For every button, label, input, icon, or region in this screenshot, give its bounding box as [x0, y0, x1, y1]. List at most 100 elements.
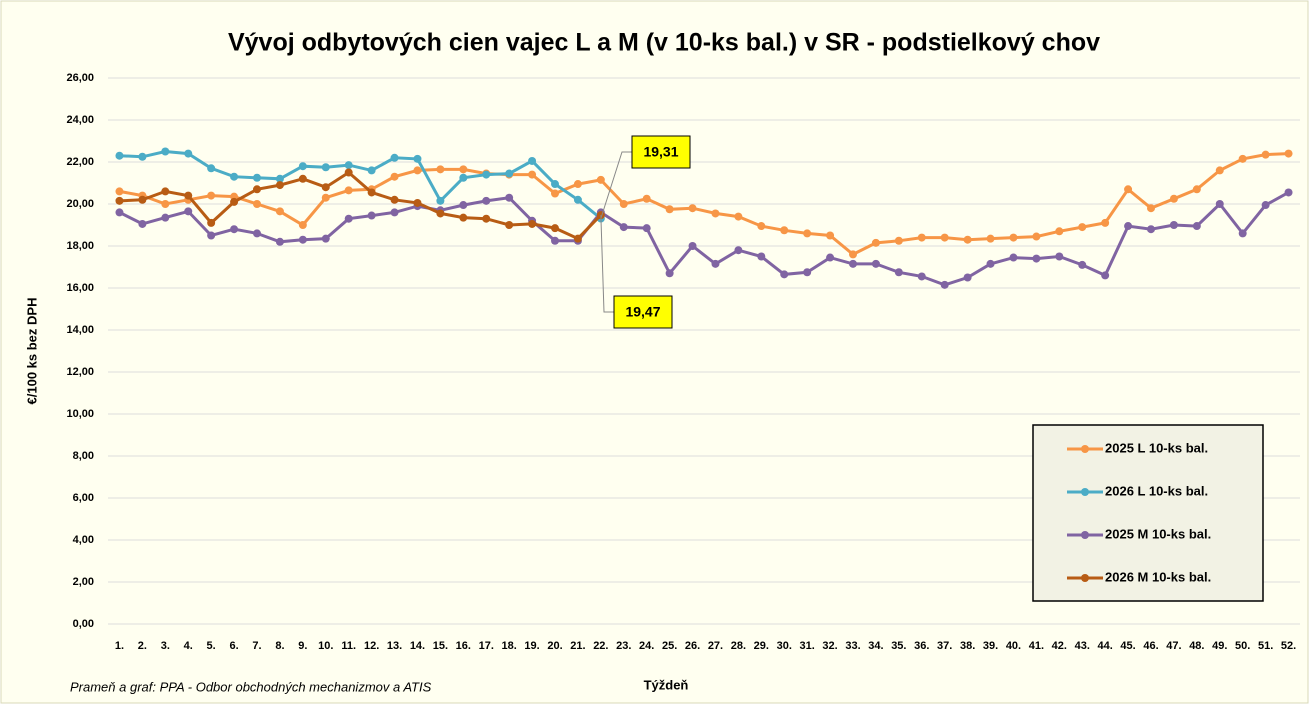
point: [230, 197, 239, 206]
x-tick-label: 18.: [502, 640, 517, 652]
point: [1261, 150, 1270, 159]
x-tick-label: 28.: [731, 640, 746, 652]
point: [253, 185, 261, 194]
source-note: Prameň a graf: PPA - Odbor obchodných me…: [70, 679, 432, 694]
point: [963, 235, 972, 244]
point: [1261, 201, 1270, 210]
x-tick-label: 23.: [616, 640, 631, 652]
point: [1032, 254, 1041, 263]
x-tick-label: 9.: [298, 640, 307, 652]
y-tick-label: 2,00: [73, 576, 94, 588]
x-tick-label: 46.: [1143, 640, 1158, 652]
point: [459, 165, 468, 174]
callout-leader: [600, 215, 614, 313]
point: [551, 189, 559, 198]
x-tick-label: 41.: [1029, 640, 1044, 652]
point: [390, 195, 399, 204]
x-tick-label: 24.: [639, 640, 654, 652]
point: [207, 191, 216, 200]
point: [275, 181, 284, 190]
x-tick-label: 38.: [960, 640, 975, 652]
x-tick-label: 31.: [800, 640, 815, 652]
point: [413, 198, 422, 207]
point: [1101, 271, 1110, 280]
point: [321, 163, 330, 172]
x-tick-label: 37.: [937, 640, 952, 652]
point: [665, 269, 674, 278]
point: [734, 212, 743, 221]
point: [1009, 253, 1018, 262]
point: [963, 273, 972, 282]
point: [390, 153, 399, 162]
point: [780, 270, 789, 279]
point: [1009, 233, 1018, 242]
point: [688, 242, 697, 250]
x-tick-label: 25.: [662, 640, 677, 652]
point: [917, 272, 926, 281]
point: [253, 173, 261, 182]
point: [230, 172, 239, 181]
point: [986, 259, 995, 268]
point: [1238, 154, 1247, 163]
point: [1147, 204, 1155, 213]
point: [275, 237, 284, 246]
point: [253, 229, 261, 238]
point: [1238, 229, 1247, 238]
point: [528, 170, 537, 179]
x-tick-label: 6.: [229, 640, 238, 652]
point: [230, 225, 239, 234]
point: [482, 214, 491, 223]
x-tick-label: 1.: [115, 640, 124, 652]
y-tick-label: 6,00: [73, 492, 94, 504]
point: [871, 238, 880, 247]
point: [184, 149, 193, 158]
point: [138, 195, 147, 204]
x-tick-label: 45.: [1120, 640, 1135, 652]
point: [505, 169, 514, 178]
series-line: [119, 170, 602, 241]
series-line: [118, 191, 1290, 287]
point: [367, 188, 376, 197]
point: [298, 221, 307, 229]
point: [986, 234, 995, 243]
point: [298, 235, 307, 244]
point: [138, 219, 147, 228]
point: [1284, 188, 1293, 197]
point: [253, 200, 261, 208]
legend-marker: [1081, 531, 1089, 539]
x-tick-label: 39.: [983, 640, 998, 652]
data-label: 19,47: [625, 304, 660, 320]
x-tick-label: 16.: [456, 640, 471, 652]
point: [184, 207, 193, 216]
x-tick-label: 40.: [1006, 640, 1021, 652]
point: [161, 147, 170, 156]
x-tick-label: 30.: [777, 640, 792, 652]
x-tick-label: 32.: [822, 640, 837, 652]
point: [344, 168, 353, 177]
point: [413, 154, 422, 163]
point: [711, 259, 720, 268]
x-tick-label: 27.: [708, 640, 723, 652]
point: [505, 193, 514, 202]
point: [298, 174, 307, 183]
x-tick-label: 4.: [184, 640, 193, 652]
point: [871, 259, 880, 268]
x-tick-label: 36.: [914, 640, 929, 652]
point: [803, 268, 812, 277]
x-tick-label: 12.: [364, 640, 379, 652]
point: [115, 196, 124, 205]
x-tick-label: 2.: [138, 640, 147, 652]
y-tick-label: 4,00: [73, 534, 94, 546]
point: [688, 204, 697, 213]
point: [459, 201, 468, 210]
point: [711, 209, 720, 218]
y-tick-label: 16,00: [66, 282, 94, 294]
x-tick-label: 48.: [1189, 640, 1204, 652]
point: [1169, 221, 1178, 229]
y-tick-label: 26,00: [66, 72, 94, 84]
x-tick-label: 3.: [161, 640, 170, 652]
point: [849, 250, 857, 259]
point: [1101, 218, 1110, 227]
x-tick-label: 42.: [1052, 640, 1067, 652]
series-line: [119, 152, 1289, 257]
